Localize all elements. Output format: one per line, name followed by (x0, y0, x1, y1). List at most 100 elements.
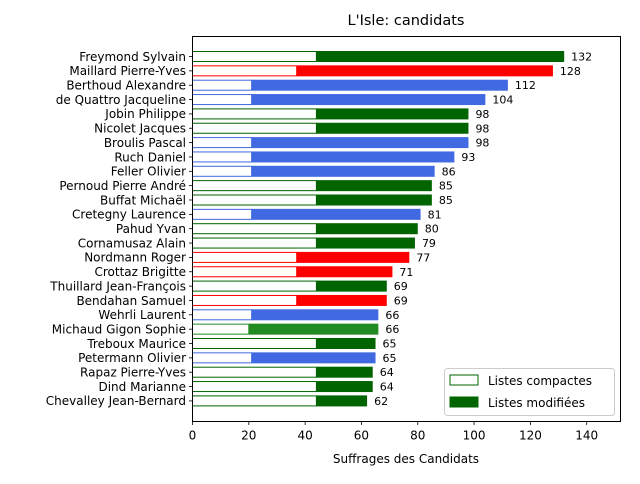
value-labels-group: 1321281121049898989386858581807977716969… (374, 51, 592, 408)
y-tick-label: Nicolet Jacques (94, 122, 186, 136)
chart-title: L'Isle: candidats (348, 13, 465, 29)
x-ticks-group: 0 20 40 60 80 100 120 140 (189, 421, 598, 443)
bar-modifiees (251, 352, 376, 364)
plot-frame (192, 36, 621, 422)
bar-value-label: 85 (439, 194, 453, 207)
y-tick-label: Freymond Sylvain (79, 50, 186, 64)
bar-value-label: 98 (475, 122, 489, 135)
y-tick-label: Pernoud Pierre André (59, 179, 186, 193)
legend-swatch-compactes (449, 374, 479, 386)
x-tick-label: 60 (354, 429, 369, 443)
legend: Listes compactes Listes modifiées (444, 368, 615, 416)
bar-modifiees (316, 366, 373, 378)
bar-modifiees (316, 338, 376, 349)
legend-swatch-modifiees (449, 396, 479, 408)
bar-compactes (192, 137, 253, 149)
bar-modifiees (316, 108, 469, 120)
bar-compactes (192, 266, 298, 278)
bar-compactes (192, 194, 317, 206)
bar-modifiees (251, 309, 379, 321)
bar-value-label: 132 (571, 51, 592, 64)
bar-modifiees (296, 251, 410, 263)
legend-label-modifiees: Listes modifiées (488, 396, 585, 410)
bar-value-label: 79 (422, 237, 436, 250)
y-tick-label: Treboux Maurice (86, 337, 186, 351)
bar-value-label: 69 (394, 294, 408, 307)
y-tick-label: Petermann Olivier (78, 351, 186, 365)
y-tick-label: Ruch Daniel (114, 150, 186, 164)
bar-compactes (192, 79, 253, 91)
x-tick-label: 140 (575, 429, 598, 443)
bar-modifiees (251, 165, 435, 177)
bar-value-label: 104 (492, 94, 513, 107)
bar-value-label: 98 (475, 137, 489, 150)
bar-modifiees (316, 237, 415, 249)
bar-compactes (192, 223, 317, 235)
bar-compactes (192, 280, 317, 292)
y-tick-label: Wehrli Laurent (98, 308, 186, 322)
bar-modifiees (316, 122, 469, 134)
y-tick-label: Cretegny Laurence (72, 208, 186, 222)
bar-modifiees (251, 151, 455, 163)
bar-value-label: 86 (442, 165, 456, 178)
y-tick-label: Pahud Yvan (116, 222, 186, 236)
bar-compactes (192, 180, 317, 192)
bar-value-label: 65 (383, 352, 397, 365)
y-tick-label: Michaud Gigon Sophie (52, 322, 186, 336)
legend-label-compactes: Listes compactes (488, 374, 592, 388)
y-tick-label: Cornamusaz Alain (78, 236, 186, 250)
y-tick-label: Feller Olivier (111, 165, 186, 179)
x-tick-label: 120 (519, 429, 542, 443)
y-tick-label: Crottaz Brigitte (94, 265, 186, 279)
bar-compactes (192, 323, 250, 335)
bar-modifiees (316, 395, 368, 407)
bar-compactes (192, 395, 317, 407)
x-tick-label: 0 (189, 429, 197, 443)
bar-modifiees (316, 223, 418, 235)
bar-modifiees (316, 381, 373, 393)
bar-compactes (192, 294, 298, 306)
y-tick-label: Broulis Pascal (104, 136, 186, 150)
y-tick-label: Maillard Pierre-Yves (69, 64, 186, 78)
bar-compactes (192, 237, 317, 249)
y-tick-label: Thuillard Jean-François (49, 279, 186, 293)
bar-value-label: 80 (425, 223, 439, 236)
bar-modifiees (316, 180, 432, 192)
bar-compactes (192, 94, 253, 106)
bar-modifiees (251, 79, 508, 91)
y-tick-label: Jobin Philippe (104, 107, 186, 121)
bar-value-label: 112 (515, 79, 536, 92)
bar-modifiees (316, 51, 565, 62)
x-axis-label: Suffrages des Candidats (333, 452, 479, 466)
bar-value-label: 81 (428, 208, 442, 221)
bar-value-label: 62 (374, 395, 388, 408)
bar-compactes (192, 251, 298, 263)
bar-value-label: 128 (560, 65, 581, 78)
x-tick-label: 100 (463, 429, 486, 443)
bar-value-label: 65 (383, 338, 397, 351)
bar-compactes (192, 366, 317, 378)
bar-value-label: 77 (416, 251, 430, 264)
bar-modifiees (296, 266, 393, 278)
bar-value-label: 66 (385, 323, 399, 336)
bar-compactes (192, 65, 298, 77)
bar-compactes (192, 151, 253, 163)
bar-value-label: 64 (380, 381, 394, 394)
y-tick-label: Dind Marianne (98, 380, 186, 394)
bar-modifiees (316, 194, 432, 206)
bar-value-label: 64 (380, 366, 394, 379)
bar-compactes (192, 338, 317, 349)
y-tick-label: de Quattro Jacqueline (56, 93, 186, 107)
bar-compactes (192, 122, 317, 134)
bar-compactes (192, 51, 317, 62)
bar-value-label: 71 (399, 266, 413, 279)
bar-compactes (192, 381, 317, 393)
bar-value-label: 69 (394, 280, 408, 293)
bar-modifiees (316, 280, 387, 292)
y-tick-label: Rapaz Pierre-Yves (80, 366, 186, 380)
bar-modifiees (296, 294, 387, 306)
bar-compactes (192, 309, 253, 321)
bar-modifiees (248, 323, 379, 335)
bar-modifiees (296, 65, 553, 77)
